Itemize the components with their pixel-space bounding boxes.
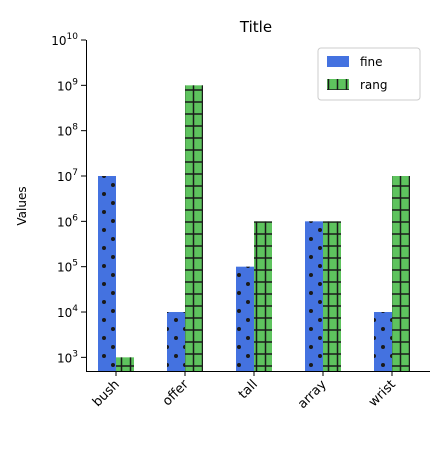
bar-hatch [323,221,341,371]
x-tick-label: bush [90,377,123,410]
y-tick-label: 105 [57,259,78,275]
chart-title: Title [239,18,272,36]
y-tick-label: 106 [57,213,78,229]
x-tick-label: tall [236,377,261,402]
bar-rang-array [323,221,341,371]
y-axis-label: Values [15,186,29,225]
bar-rang-bush [116,357,134,371]
x-tick-label: wrist [366,377,399,410]
bar-fine-array [305,221,323,371]
legend: fine rang [317,47,421,101]
bar-hatch [236,266,254,371]
x-ticks: bush offer tall array wrist [90,371,399,412]
y-tick-label: 107 [57,168,78,184]
legend-swatch-rang-hatch [327,79,349,90]
bar-hatch [185,85,203,372]
x-tick-label: array [295,377,330,412]
bar-rang-tall [254,221,272,371]
legend-swatch-fine [327,56,349,67]
x-tick-label: offer [160,377,192,409]
bar-hatch [305,221,323,371]
y-tick-label: 103 [57,349,78,365]
legend-label-fine: fine [360,55,383,69]
y-tick-label: 1010 [51,32,78,48]
bar-rang-wrist [392,176,410,371]
bars-layer [98,85,410,372]
y-ticks: 103 104 105 106 107 108 109 1010 [51,32,86,365]
bar-hatch [116,357,134,371]
y-tick-label: 104 [57,304,78,320]
y-tick-label: 108 [57,123,78,139]
bar-hatch [98,176,116,371]
bar-fine-tall [236,266,254,371]
bar-fine-offer [167,312,185,371]
bar-fine-bush [98,176,116,371]
y-tick-label: 109 [57,77,78,93]
bar-rang-offer [185,85,203,372]
bar-hatch [374,312,392,371]
bar-hatch [167,312,185,371]
legend-label-rang: rang [360,78,388,92]
bar-fine-wrist [374,312,392,371]
bar-hatch [254,221,272,371]
bar-hatch [392,176,410,371]
